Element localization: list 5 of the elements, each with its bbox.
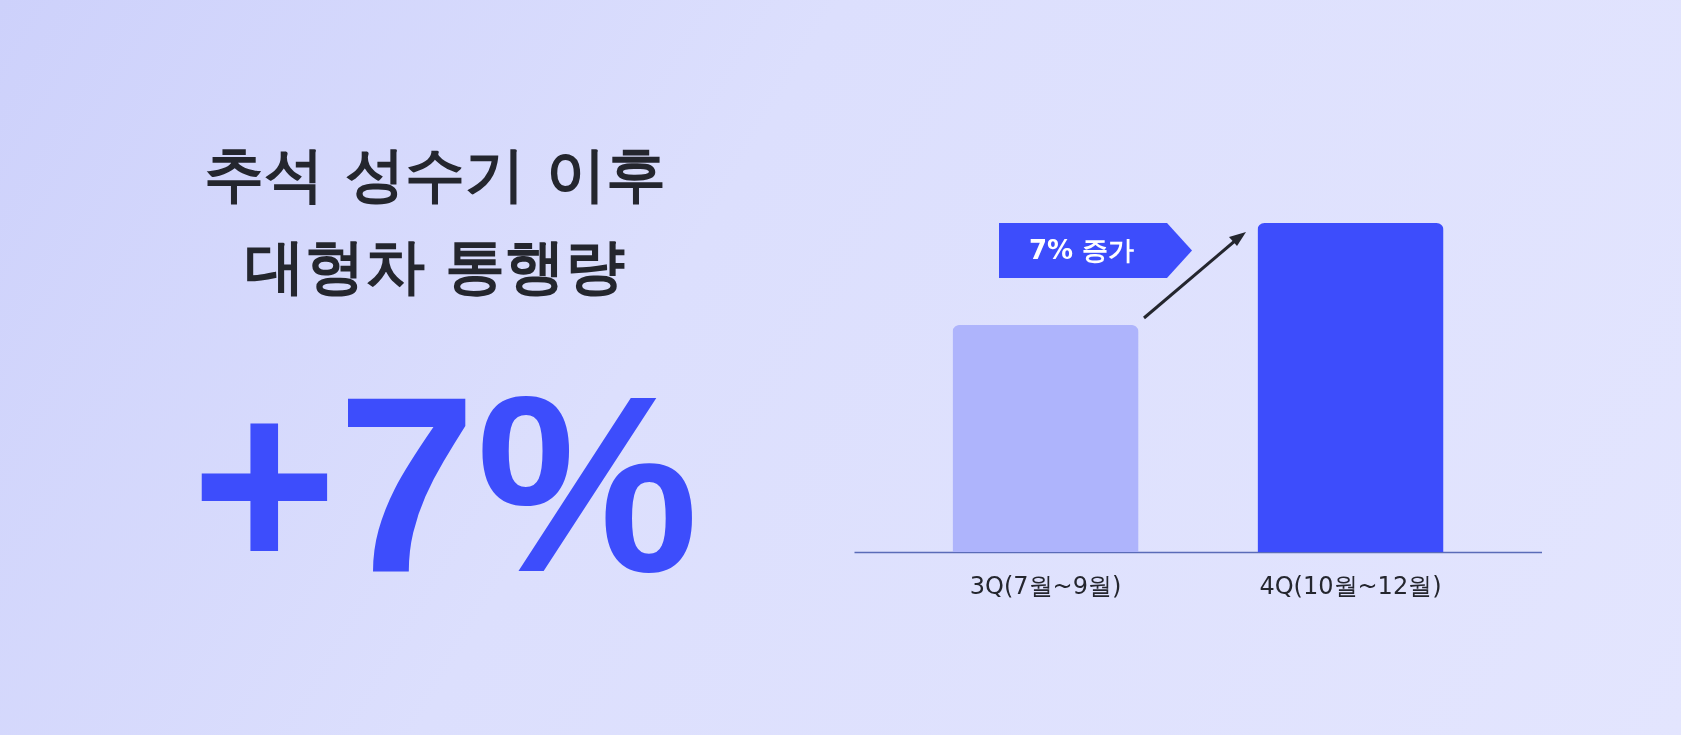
chart-title: 추석 성수기 이후 대형차 통행량 xyxy=(203,138,667,303)
x-tick-label: 3Q(7월~9월) xyxy=(969,571,1122,600)
text: +7% xyxy=(190,345,700,624)
x-tick-label: 4Q(10월~12월) xyxy=(1259,571,1442,600)
annotation: 7% 증가 xyxy=(1028,234,1136,267)
